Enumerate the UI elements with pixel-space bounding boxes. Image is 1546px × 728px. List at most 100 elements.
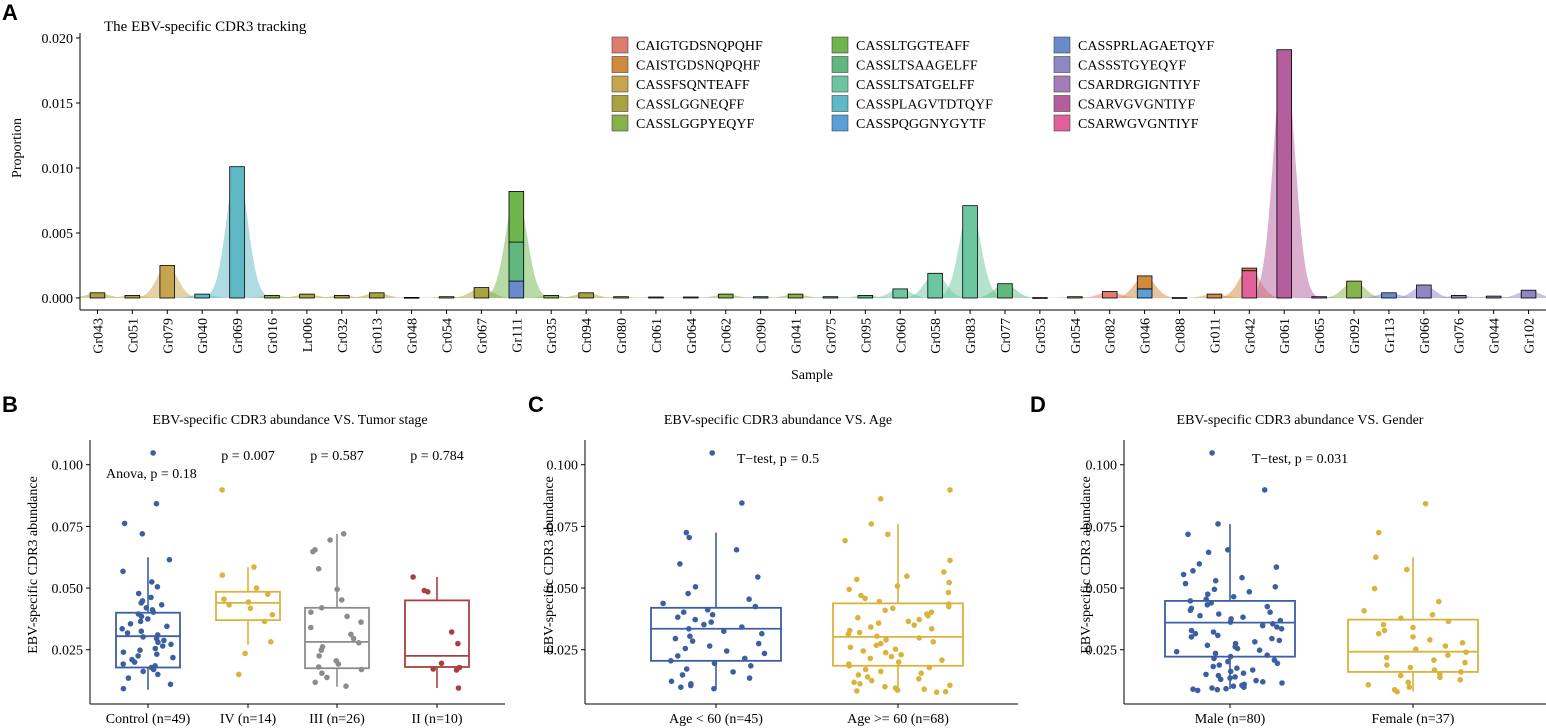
data-point-33: [668, 658, 674, 664]
data-point-23: [687, 633, 693, 639]
data-point-55: [1225, 658, 1231, 665]
data-point-73: [1230, 683, 1237, 689]
panel-letter-b: B: [2, 392, 18, 417]
data-point-65: [1232, 674, 1238, 680]
data-point-12: [704, 607, 711, 613]
test-label: T−test, p = 0.5: [737, 452, 819, 467]
data-point-32: [845, 631, 852, 638]
data-point-9: [344, 613, 350, 620]
data-point-1: [251, 564, 257, 570]
tracking-bar-gr082-seg-0: [1102, 291, 1118, 299]
data-point-61: [882, 683, 888, 690]
legend-swatch-14: [1053, 114, 1071, 132]
data-point-21: [1383, 654, 1390, 661]
data-point-25: [1407, 664, 1414, 671]
data-point-27: [1197, 612, 1203, 619]
x-tick-label-gr079: Gr079: [161, 318, 176, 354]
x-tick-label-cr088: Cr088: [1174, 318, 1189, 353]
data-point-41: [1269, 635, 1275, 642]
legend-label-3: CASSLGGNEQFF: [636, 98, 744, 113]
legend-swatch-10: [1053, 36, 1071, 54]
data-point-31: [856, 629, 863, 636]
tracking-bar-gr113-seg-0: [1381, 292, 1397, 299]
x-tick-label-gr013: Gr013: [371, 318, 386, 354]
data-point-10: [660, 600, 666, 607]
data-point-54: [855, 672, 862, 678]
panel-b-boxplot-tumor-stage: 0.025 0.050 0.075 0.100 EBV-specific CDR3 ab…: [26, 413, 505, 727]
data-point-6: [941, 569, 947, 575]
data-point-13: [236, 671, 242, 678]
tracking-bar-gr080-seg-0: [613, 296, 629, 299]
data-point-4: [265, 591, 271, 597]
data-point-53: [1211, 655, 1217, 662]
tracking-bar-gr083-seg-0: [962, 205, 978, 299]
data-point-5: [677, 561, 683, 567]
data-point-32: [1405, 679, 1411, 686]
x-tick-label-gr065: Gr065: [1313, 318, 1328, 354]
legend-swatch-0: [611, 36, 629, 54]
data-point-34: [916, 635, 922, 641]
data-point-14: [862, 595, 868, 602]
data-point-13: [143, 605, 150, 611]
data-point-39: [847, 644, 854, 651]
x-tick-label-gr053: Gr053: [1034, 318, 1049, 354]
data-point-9: [1180, 571, 1187, 578]
data-point-1: [1261, 487, 1268, 493]
x-tick-label-2: III (n=26): [309, 712, 365, 727]
data-point-12: [348, 631, 354, 638]
data-point-33: [874, 633, 880, 639]
legend-swatch-8: [831, 95, 849, 112]
data-point-15: [150, 609, 157, 615]
legend-label-4: CASSLGGPYEQYF: [636, 117, 754, 132]
data-point-11: [268, 639, 274, 645]
legend-swatch-12: [1053, 75, 1071, 93]
data-point-24: [312, 679, 319, 686]
tracking-bar-gr075-seg-0: [822, 296, 839, 299]
legend-label-10: CASSPRLAGAETQYF: [1078, 39, 1214, 54]
data-point-2: [425, 589, 431, 595]
tracking-bars: [89, 49, 1537, 299]
data-point-28: [868, 624, 874, 630]
data-point-10: [261, 618, 268, 625]
data-point-19: [882, 607, 888, 614]
data-point-19: [739, 624, 745, 630]
legend-swatch-4: [611, 114, 629, 132]
x-tick-label-cr094: Cr094: [580, 318, 595, 353]
data-point-17: [138, 613, 145, 620]
data-point-44: [711, 685, 717, 692]
data-point-43: [1252, 639, 1258, 645]
data-point-7: [692, 584, 699, 590]
data-point-11: [846, 586, 852, 593]
group-1: Female (n=37): [1347, 500, 1479, 727]
data-point-43: [150, 666, 157, 673]
y-axis-title: EBV-specific CDR3 abundance: [542, 476, 557, 654]
x-tick-label-gr016: Gr016: [266, 318, 281, 354]
x-tick-label-gr080: Gr080: [615, 318, 630, 354]
x-tick-label-cr060: Cr060: [894, 318, 909, 353]
data-point-34: [1406, 684, 1413, 690]
data-point-4: [315, 566, 322, 572]
data-point-50: [926, 664, 933, 671]
data-point-21: [164, 623, 170, 630]
data-point-17: [1442, 643, 1449, 649]
data-point-19: [137, 618, 144, 625]
data-point-2: [219, 572, 226, 578]
x-tick-label-cr054: Cr054: [441, 318, 456, 353]
data-point-11: [752, 603, 759, 610]
data-point-9: [455, 685, 462, 691]
data-point-68: [1253, 677, 1259, 684]
data-point-8: [247, 605, 254, 612]
x-tick-label-1: Age >= 60 (n=68): [847, 712, 949, 727]
data-point-40: [120, 661, 126, 667]
data-point-57: [868, 677, 875, 684]
data-point-13: [1272, 584, 1279, 590]
data-point-4: [166, 556, 173, 563]
data-point-8: [685, 590, 691, 597]
data-point-48: [120, 685, 127, 692]
data-point-69: [1260, 679, 1266, 685]
data-point-4: [1225, 547, 1231, 553]
data-point-16: [1205, 591, 1211, 597]
data-point-0: [1209, 450, 1215, 456]
data-point-27: [911, 622, 917, 628]
